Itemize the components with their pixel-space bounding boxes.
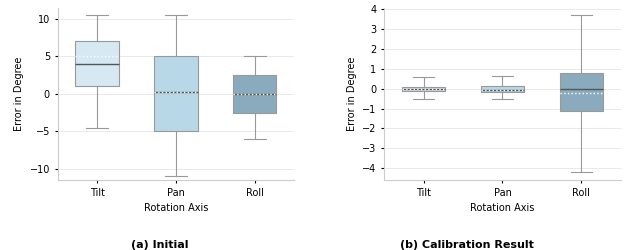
Text: (a) Initial: (a) Initial	[131, 240, 189, 250]
PathPatch shape	[76, 41, 119, 86]
X-axis label: Rotation Axis: Rotation Axis	[144, 203, 208, 213]
PathPatch shape	[481, 86, 524, 92]
PathPatch shape	[402, 87, 445, 91]
Text: (b) Calibration Result: (b) Calibration Result	[400, 240, 534, 250]
Y-axis label: Error in Degree: Error in Degree	[347, 56, 356, 131]
Y-axis label: Error in Degree: Error in Degree	[14, 56, 24, 131]
PathPatch shape	[559, 73, 603, 110]
X-axis label: Rotation Axis: Rotation Axis	[470, 203, 534, 213]
PathPatch shape	[233, 75, 276, 112]
PathPatch shape	[154, 56, 198, 131]
